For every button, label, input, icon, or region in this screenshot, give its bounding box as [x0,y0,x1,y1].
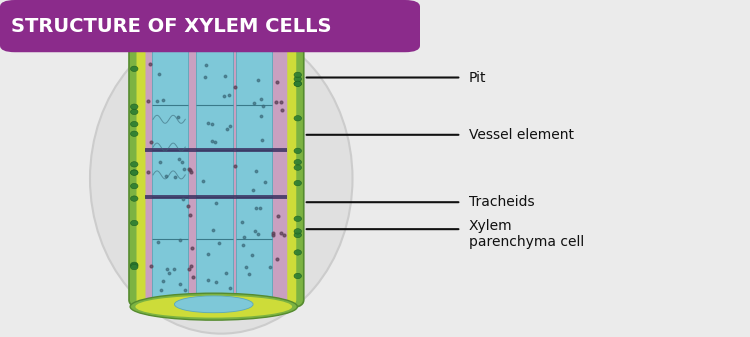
Ellipse shape [294,148,302,154]
Ellipse shape [135,296,292,317]
Ellipse shape [130,162,138,167]
Ellipse shape [130,131,138,136]
Ellipse shape [294,81,302,86]
Ellipse shape [130,104,138,110]
FancyBboxPatch shape [146,35,287,305]
Ellipse shape [188,23,218,44]
FancyBboxPatch shape [129,30,304,308]
Ellipse shape [130,196,138,201]
Ellipse shape [294,159,302,165]
Ellipse shape [130,264,138,270]
Ellipse shape [294,250,302,255]
Bar [236,35,272,303]
Ellipse shape [130,220,138,226]
Ellipse shape [130,262,138,268]
FancyBboxPatch shape [136,33,296,307]
Ellipse shape [130,293,297,320]
Ellipse shape [130,170,138,175]
Ellipse shape [130,183,138,189]
Ellipse shape [224,29,241,42]
Ellipse shape [129,13,298,51]
Ellipse shape [294,216,302,221]
Ellipse shape [170,19,257,49]
Ellipse shape [170,29,190,45]
Bar [152,35,188,303]
Ellipse shape [130,263,138,269]
Ellipse shape [136,17,292,47]
Ellipse shape [153,33,170,44]
Ellipse shape [130,109,138,115]
Ellipse shape [130,66,138,71]
Ellipse shape [294,232,302,238]
Ellipse shape [130,121,138,127]
Text: Vessel element: Vessel element [469,128,574,142]
Ellipse shape [294,165,302,170]
Text: STRUCTURE OF XYLEM CELLS: STRUCTURE OF XYLEM CELLS [11,17,332,36]
Ellipse shape [294,180,302,186]
Ellipse shape [294,76,302,82]
Ellipse shape [90,24,352,334]
Text: Pit: Pit [469,70,486,85]
Text: Xylem
parenchyma cell: Xylem parenchyma cell [469,219,584,249]
Ellipse shape [294,72,302,78]
Ellipse shape [175,296,253,313]
Ellipse shape [258,33,274,44]
Bar [196,35,233,303]
Ellipse shape [294,116,302,121]
Text: Tracheids: Tracheids [469,195,534,209]
Ellipse shape [130,170,138,176]
Ellipse shape [294,81,302,87]
Ellipse shape [294,273,302,279]
Ellipse shape [236,33,252,44]
FancyBboxPatch shape [0,0,420,52]
Ellipse shape [176,33,192,44]
Ellipse shape [294,228,302,234]
